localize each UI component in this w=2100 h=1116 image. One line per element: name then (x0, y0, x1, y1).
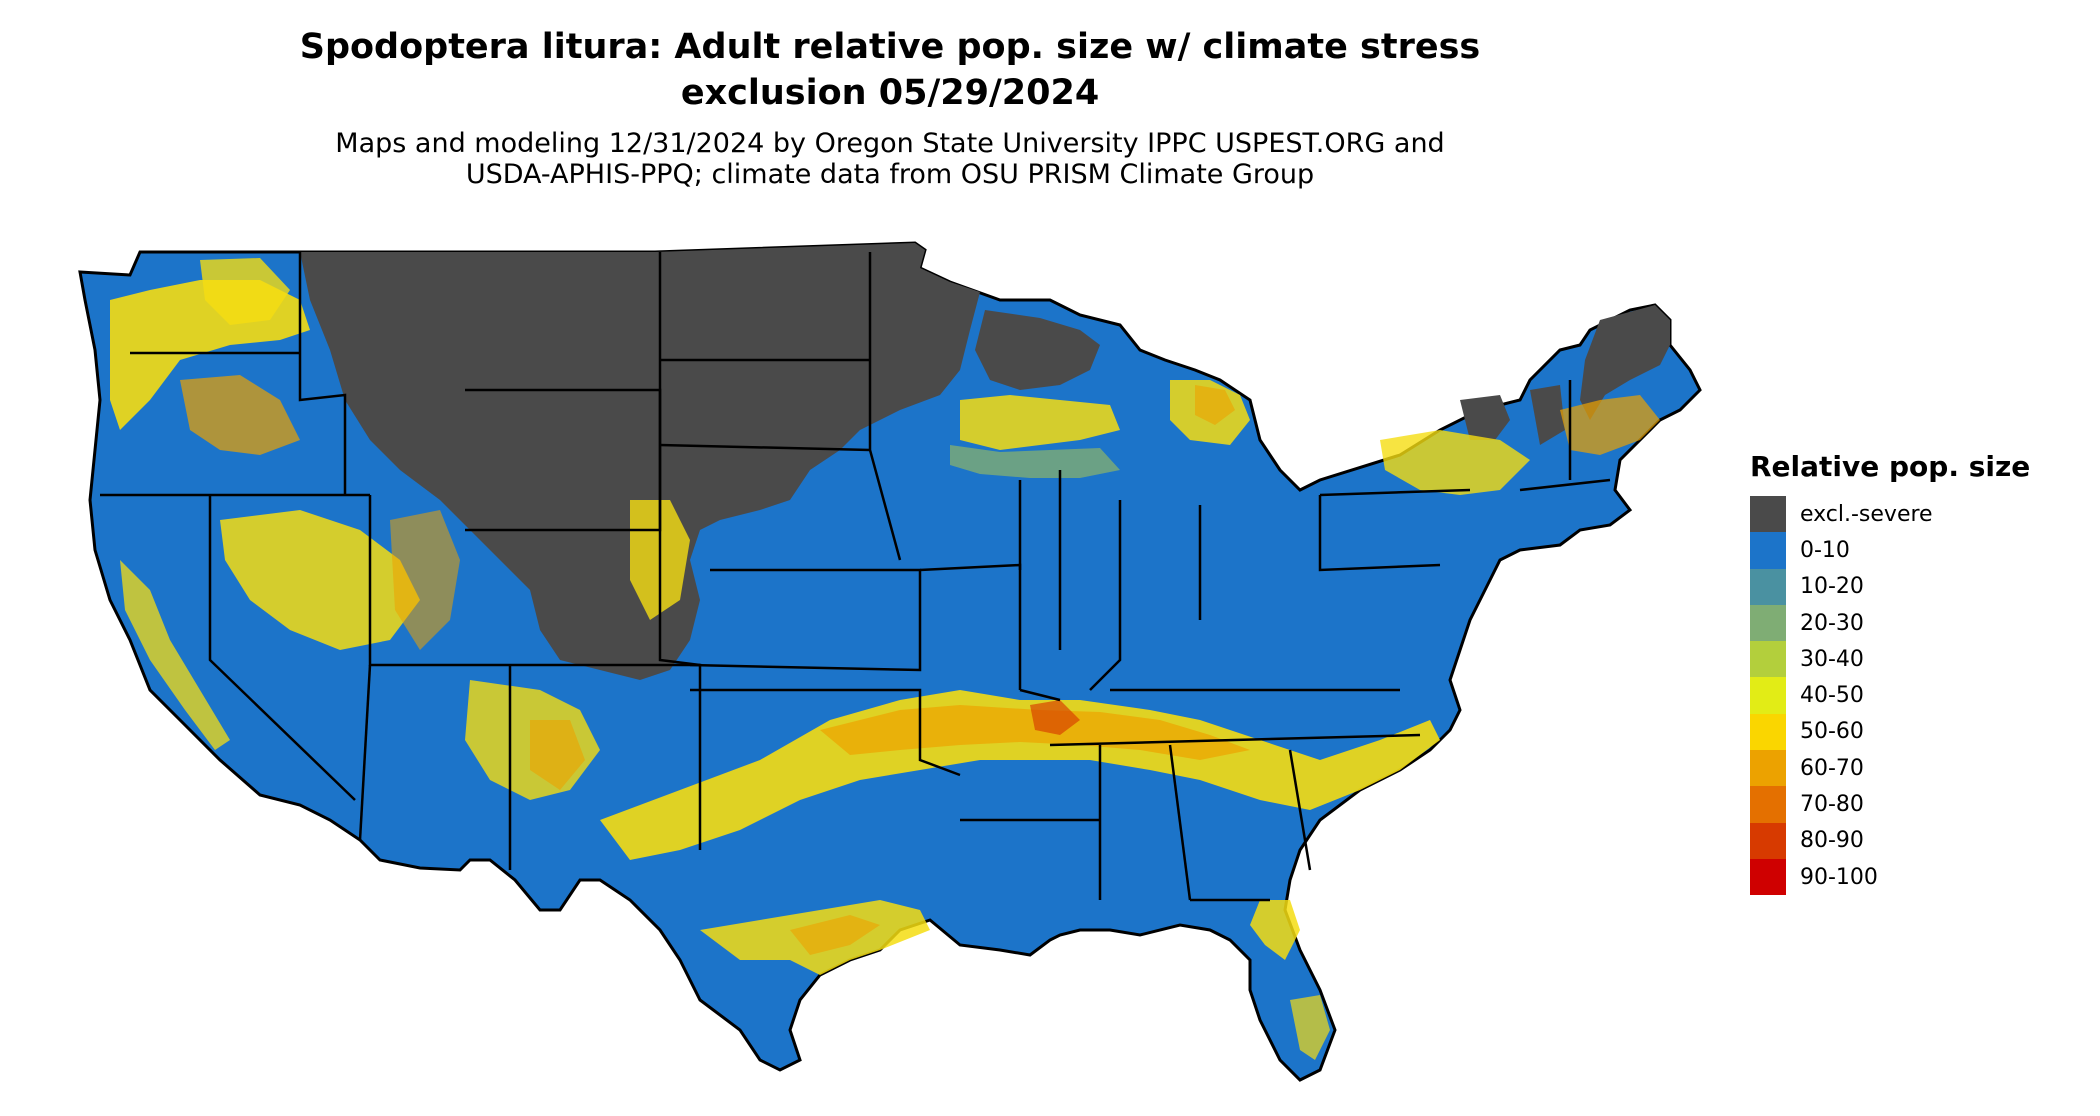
excluded-upper-midwest (975, 310, 1100, 390)
band-utah (390, 510, 460, 650)
legend-swatch (1750, 750, 1786, 787)
legend-item: 70-80 (1750, 786, 2080, 823)
legend-item: 10-20 (1750, 568, 2080, 605)
legend-swatch (1750, 568, 1786, 605)
band-new-york (1380, 430, 1530, 495)
legend-swatch (1750, 713, 1786, 751)
band-florida-south (1290, 995, 1330, 1060)
map-title: Spodoptera litura: Adult relative pop. s… (220, 24, 1560, 116)
legend-swatch (1750, 822, 1786, 859)
title-line-1: Spodoptera litura: Adult relative pop. s… (299, 27, 1481, 67)
excluded-adirondack (1460, 395, 1510, 440)
band-mississippi-hot (1030, 700, 1080, 735)
excluded-maine (1580, 305, 1670, 420)
band-southern-plains (600, 690, 1440, 860)
legend-label: excl.-severe (1800, 501, 1933, 527)
legend-item: 20-30 (1750, 604, 2080, 642)
band-michigan-orange (1195, 385, 1235, 425)
legend-label: 90-100 (1800, 864, 1878, 890)
band-southern-plains-core (820, 705, 1250, 760)
legend-items: excl.-severe 0-10 10-20 20-30 30-40 40-50 50-6… (1750, 496, 2080, 896)
excluded-northern-plains (300, 243, 980, 680)
legend-label: 20-30 (1800, 610, 1864, 636)
legend-swatch (1750, 641, 1786, 678)
band-new-mexico (530, 720, 585, 790)
legend-label: 10-20 (1800, 574, 1864, 600)
band-upper-midwest-green (950, 445, 1120, 478)
subtitle-line-1: Maps and modeling 12/31/2024 by Oregon S… (335, 128, 1445, 159)
legend-label: 70-80 (1800, 792, 1864, 818)
band-texas-coast (790, 915, 880, 955)
band-wisconsin (960, 395, 1120, 450)
legend-swatch (1750, 677, 1786, 714)
legend-item: 40-50 (1750, 677, 2080, 714)
subtitle-line-2: USDA-APHIS-PPQ; climate data from OSU PR… (465, 159, 1315, 190)
legend-swatch (1750, 532, 1786, 569)
legend-item: 60-70 (1750, 750, 2080, 787)
legend-title: Relative pop. size (1750, 450, 2031, 483)
legend-label: 30-40 (1800, 646, 1864, 672)
legend-swatch (1750, 858, 1786, 896)
legend-swatch (1750, 496, 1786, 533)
legend-label: 0-10 (1800, 537, 1850, 563)
title-line-2: exclusion 05/29/2024 (680, 73, 1100, 113)
legend-swatch (1750, 786, 1786, 823)
legend-item: 80-90 (1750, 822, 2080, 859)
legend-label: 50-60 (1800, 719, 1864, 745)
state-borders (100, 252, 1611, 902)
band-florida (1250, 900, 1300, 960)
band-new-england (1560, 395, 1660, 455)
excluded-vermont (1530, 385, 1565, 445)
legend-label: 60-70 (1800, 755, 1864, 781)
map-subtitle: Maps and modeling 12/31/2024 by Oregon S… (220, 128, 1560, 190)
legend-label: 80-90 (1800, 828, 1864, 854)
legend-item: 90-100 (1750, 858, 2080, 896)
legend-item: 30-40 (1750, 641, 2080, 678)
band-california (120, 560, 230, 750)
legend: Relative pop. size excl.-severe 0-10 10-20… (1750, 450, 2080, 896)
legend-item: 50-60 (1750, 713, 2080, 751)
legend-item: 0-10 (1750, 532, 2080, 569)
band-oregon-interior (180, 375, 300, 455)
legend-swatch (1750, 604, 1786, 642)
legend-item: excl.-severe (1750, 496, 2080, 533)
legend-label: 40-50 (1800, 683, 1864, 709)
band-montana-idaho (200, 258, 290, 325)
